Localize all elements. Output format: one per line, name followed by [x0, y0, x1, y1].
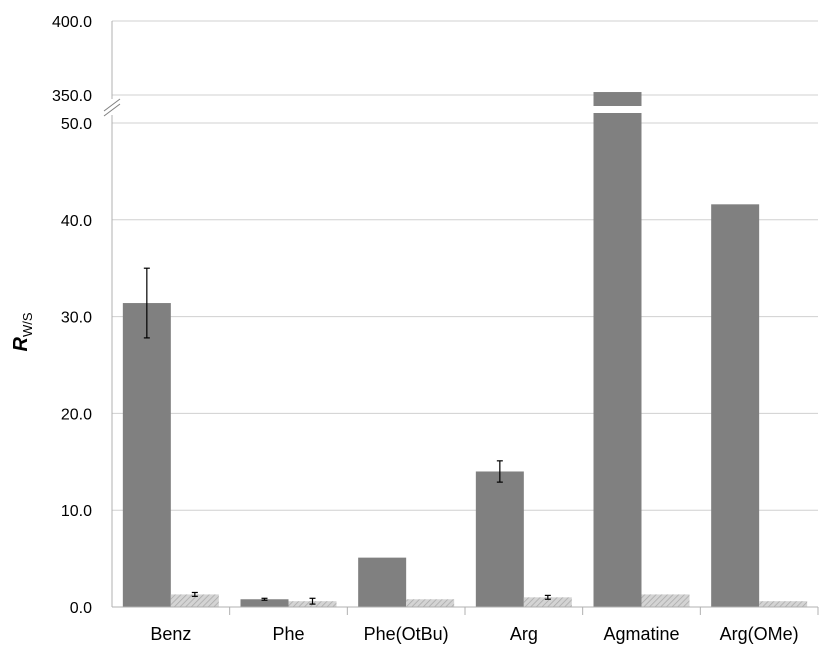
- y-tick-label: 400.0: [52, 14, 92, 31]
- y-tick-label: 10.0: [61, 503, 92, 520]
- bar: [641, 594, 690, 607]
- x-tick-label: Phe(OtBu): [364, 624, 449, 644]
- bar: [240, 599, 289, 607]
- axes: [103, 21, 819, 615]
- y-axis-label-subscript: W/S: [20, 312, 35, 337]
- x-tick-label: Phe: [272, 624, 304, 644]
- y-tick-label: 0.0: [70, 600, 92, 617]
- bar: [358, 557, 407, 607]
- labels: 0.0 10.0 20.0 30.0 40.0 50.0 350.0 400.0 Benz Phe…: [52, 14, 799, 644]
- y-tick-label: 350.0: [52, 88, 92, 105]
- x-tick-label: Agmatine: [603, 624, 679, 644]
- y-axis-label-main: R: [10, 337, 32, 352]
- bar: [523, 597, 572, 607]
- axis-break-gap: [104, 99, 120, 115]
- x-tick-label: Arg(OMe): [720, 624, 799, 644]
- y-tick-label: 40.0: [61, 213, 92, 230]
- y-tick-label: 50.0: [61, 116, 92, 133]
- bar-broken-top: [593, 92, 642, 106]
- bar: [170, 594, 219, 607]
- gridlines: [112, 20, 818, 511]
- y-tick-label: 20.0: [61, 406, 92, 423]
- bar: [406, 599, 455, 607]
- y-axis-label: RW/S: [10, 312, 35, 351]
- bars: [122, 92, 808, 607]
- x-tick-label: Benz: [150, 624, 191, 644]
- bar: [122, 303, 171, 607]
- bar: [475, 471, 524, 607]
- x-tick-label: Arg: [510, 624, 538, 644]
- axis-break-mark: [103, 98, 121, 112]
- y-tick-label: 30.0: [61, 310, 92, 327]
- bar: [759, 601, 808, 607]
- bar: [593, 113, 642, 607]
- axis-break-mark: [103, 103, 121, 117]
- bar: [711, 204, 760, 607]
